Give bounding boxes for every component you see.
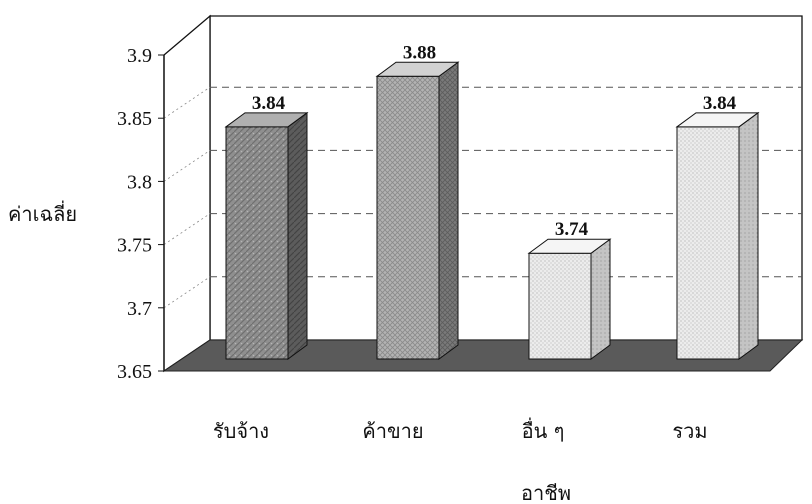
bar: 3.84 xyxy=(675,93,760,360)
y-axis-title: ค่าเฉลี่ย xyxy=(8,200,77,226)
bar-top xyxy=(675,112,760,128)
data-label: 3.84 xyxy=(703,93,737,114)
bars: 3.84 3.88 3.74 3.84 xyxy=(224,42,760,360)
y-tick-label: 3.9 xyxy=(127,45,152,67)
y-tick-label: 3.75 xyxy=(117,235,152,257)
bar: 3.88 xyxy=(375,42,460,360)
x-tick-label: รวม xyxy=(672,419,707,443)
gridline xyxy=(163,86,211,119)
x-axis: รับจ้าง ค้าขาย อื่น ๆ รวม xyxy=(213,417,708,443)
gridline xyxy=(163,150,211,182)
bar-side xyxy=(590,238,611,360)
y-tick-label: 3.8 xyxy=(127,171,152,193)
floor xyxy=(162,339,804,372)
bar-front xyxy=(676,126,740,360)
bar-front xyxy=(225,126,289,360)
bar-top xyxy=(224,112,309,128)
bar-front xyxy=(376,75,440,360)
y-tick-label: 3.85 xyxy=(117,108,152,130)
bar-front xyxy=(528,252,592,360)
side-wall xyxy=(163,14,211,373)
x-tick-label: รับจ้าง xyxy=(213,419,269,443)
y-tick-label: 3.65 xyxy=(117,361,152,383)
bar-top xyxy=(375,61,460,77)
x-tick-label: อื่น ๆ xyxy=(522,417,565,443)
bar-top xyxy=(527,238,612,254)
gridline xyxy=(163,276,211,309)
x-axis-title: อาชีพ xyxy=(521,481,571,504)
bar: 3.74 xyxy=(527,219,612,360)
gridline xyxy=(163,213,211,245)
bar-side xyxy=(287,111,308,360)
y-axis: 3.65 3.7 3.75 3.8 3.85 3.9 xyxy=(117,45,165,383)
y-tick-label: 3.7 xyxy=(127,298,152,320)
bar-side xyxy=(738,111,759,360)
data-label: 3.74 xyxy=(555,219,589,240)
data-label: 3.84 xyxy=(252,93,286,114)
x-tick-label: ค้าขาย xyxy=(362,419,423,443)
bar-side xyxy=(438,61,459,360)
bar: 3.84 xyxy=(224,93,309,360)
data-label: 3.88 xyxy=(403,42,436,63)
